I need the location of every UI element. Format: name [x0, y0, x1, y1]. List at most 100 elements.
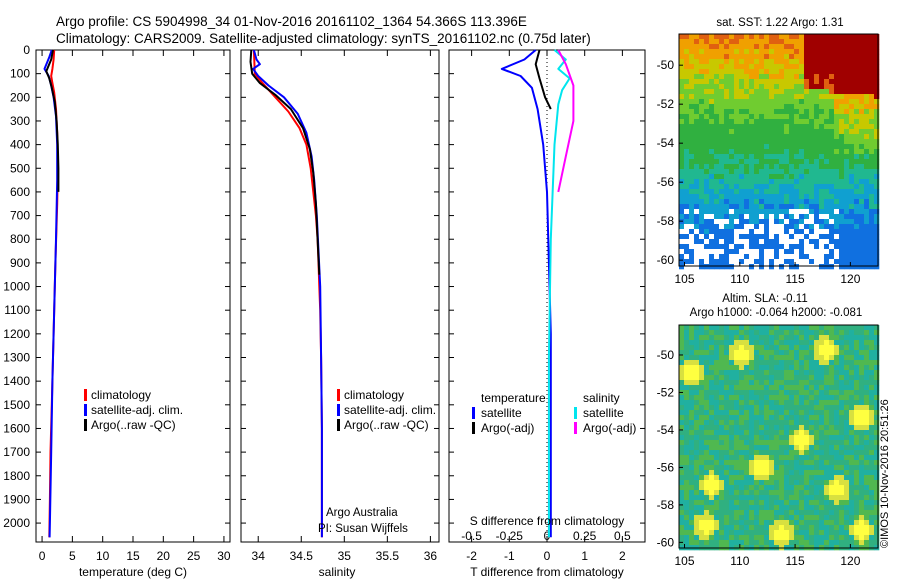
map-cell — [764, 64, 770, 70]
map-cell — [794, 430, 800, 436]
map-cell — [849, 535, 855, 541]
map-cell — [814, 450, 820, 456]
map-cell — [759, 194, 765, 200]
map-cell — [749, 99, 755, 105]
map-cell — [719, 89, 725, 95]
y-tick-label: 900 — [10, 256, 30, 270]
map-cell — [769, 114, 775, 120]
map-cell — [864, 124, 870, 130]
map-cell — [704, 224, 710, 230]
map-cell — [689, 39, 695, 45]
map-cell — [694, 254, 700, 260]
map-cell — [714, 94, 720, 100]
map-cell — [839, 209, 845, 215]
y-tick-label: -60 — [657, 535, 675, 549]
map-cell — [849, 174, 855, 180]
map-cell — [799, 475, 805, 481]
map-cell — [864, 475, 870, 481]
map-cell — [874, 194, 880, 200]
map-cell — [874, 500, 880, 506]
map-cell — [819, 144, 825, 150]
map-cell — [744, 44, 750, 50]
map-cell — [759, 204, 765, 210]
map-cell — [684, 169, 690, 175]
map-cell — [759, 465, 765, 471]
map-cell — [839, 415, 845, 421]
map-cell — [859, 79, 865, 85]
map-cell — [759, 199, 765, 205]
map-cell — [734, 259, 740, 265]
map-cell — [874, 64, 880, 70]
map-cell — [709, 234, 715, 240]
map-cell — [849, 159, 855, 165]
map-cell — [684, 330, 690, 336]
map-cell — [869, 490, 875, 496]
map-cell — [754, 144, 760, 150]
y-tick-label: -50 — [657, 348, 675, 362]
map-cell — [764, 450, 770, 456]
map-cell — [794, 370, 800, 376]
map-cell — [874, 515, 880, 521]
map-cell — [729, 184, 735, 190]
map-cell — [764, 375, 770, 381]
map-cell — [839, 490, 845, 496]
map-cell — [744, 169, 750, 175]
map-cell — [774, 405, 780, 411]
map-cell — [694, 199, 700, 205]
map-cell — [869, 69, 875, 75]
map-cell — [804, 44, 810, 50]
map-cell — [799, 104, 805, 110]
map-cell — [784, 34, 790, 40]
map-cell — [809, 109, 815, 115]
map-cell — [729, 164, 735, 170]
map-cell — [724, 375, 730, 381]
map-cell — [839, 400, 845, 406]
map-cell — [724, 59, 730, 65]
map-cell — [824, 425, 830, 431]
map-cell — [774, 340, 780, 346]
map-cell — [799, 44, 805, 50]
map-cell — [694, 365, 700, 371]
map-cell — [779, 350, 785, 356]
map-cell — [774, 515, 780, 521]
map-cell — [734, 244, 740, 250]
map-cell — [849, 74, 855, 80]
map-cell — [699, 485, 705, 491]
map-cell — [724, 99, 730, 105]
map-cell — [714, 345, 720, 351]
map-cell — [844, 435, 850, 441]
map-cell — [784, 184, 790, 190]
map-cell — [809, 445, 815, 451]
map-cell — [689, 535, 695, 541]
map-cell — [749, 330, 755, 336]
map-cell — [849, 435, 855, 441]
map-cell — [734, 84, 740, 90]
map-cell — [759, 189, 765, 195]
map-cell — [749, 510, 755, 516]
map-cell — [794, 69, 800, 75]
map-cell — [814, 440, 820, 446]
map-cell — [804, 520, 810, 526]
map-cell — [839, 74, 845, 80]
map-cell — [689, 224, 695, 230]
map-cell — [834, 460, 840, 466]
map-cell — [679, 174, 685, 180]
map-cell — [684, 39, 690, 45]
map-cell — [749, 445, 755, 451]
map-cell — [679, 360, 685, 366]
map-cell — [819, 199, 825, 205]
map-cell — [824, 345, 830, 351]
map-cell — [809, 134, 815, 140]
map-cell — [824, 495, 830, 501]
map-cell — [799, 455, 805, 461]
map-cell — [824, 525, 830, 531]
map-cell — [709, 515, 715, 521]
map-cell — [719, 380, 725, 386]
map-cell — [819, 159, 825, 165]
map-cell — [854, 44, 860, 50]
legend-label: satellite-adj. clim. — [91, 403, 183, 417]
map-cell — [709, 425, 715, 431]
map-cell — [849, 405, 855, 411]
map-cell — [824, 435, 830, 441]
map-cell — [694, 400, 700, 406]
